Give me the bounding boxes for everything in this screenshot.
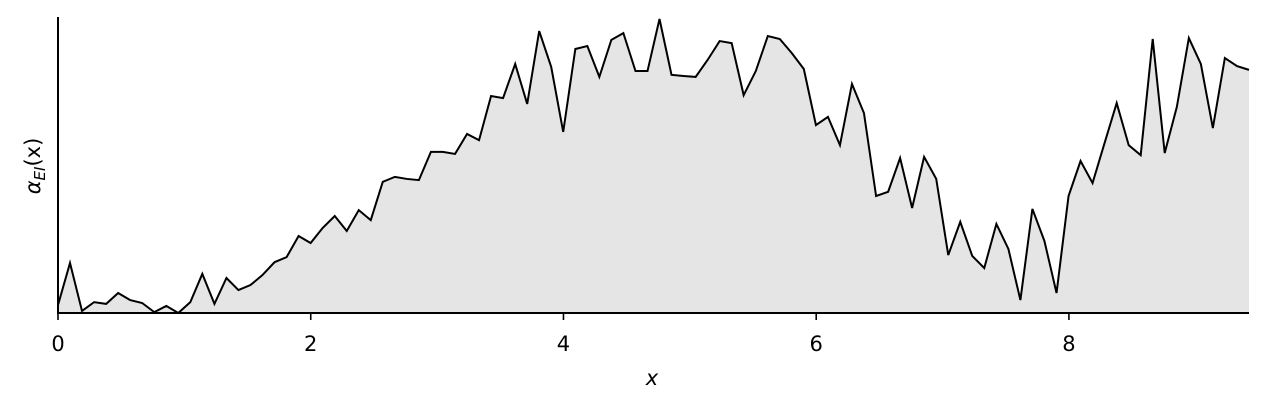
y-label-suffix: (x) xyxy=(21,138,45,167)
x-tick-label: 8 xyxy=(1062,332,1075,356)
line xyxy=(57,18,1250,315)
y-label-base: α xyxy=(21,180,45,194)
x-tick-label: 6 xyxy=(810,332,823,356)
x-tick-label: 4 xyxy=(557,332,570,356)
x-tick-label: 0 xyxy=(51,332,64,356)
y-axis-label: αEI(x) xyxy=(21,138,49,195)
x-tick-label: 2 xyxy=(304,332,317,356)
x-axis-label: x xyxy=(645,366,659,390)
y-label-subscript: EI xyxy=(31,166,49,180)
area xyxy=(58,19,1249,313)
